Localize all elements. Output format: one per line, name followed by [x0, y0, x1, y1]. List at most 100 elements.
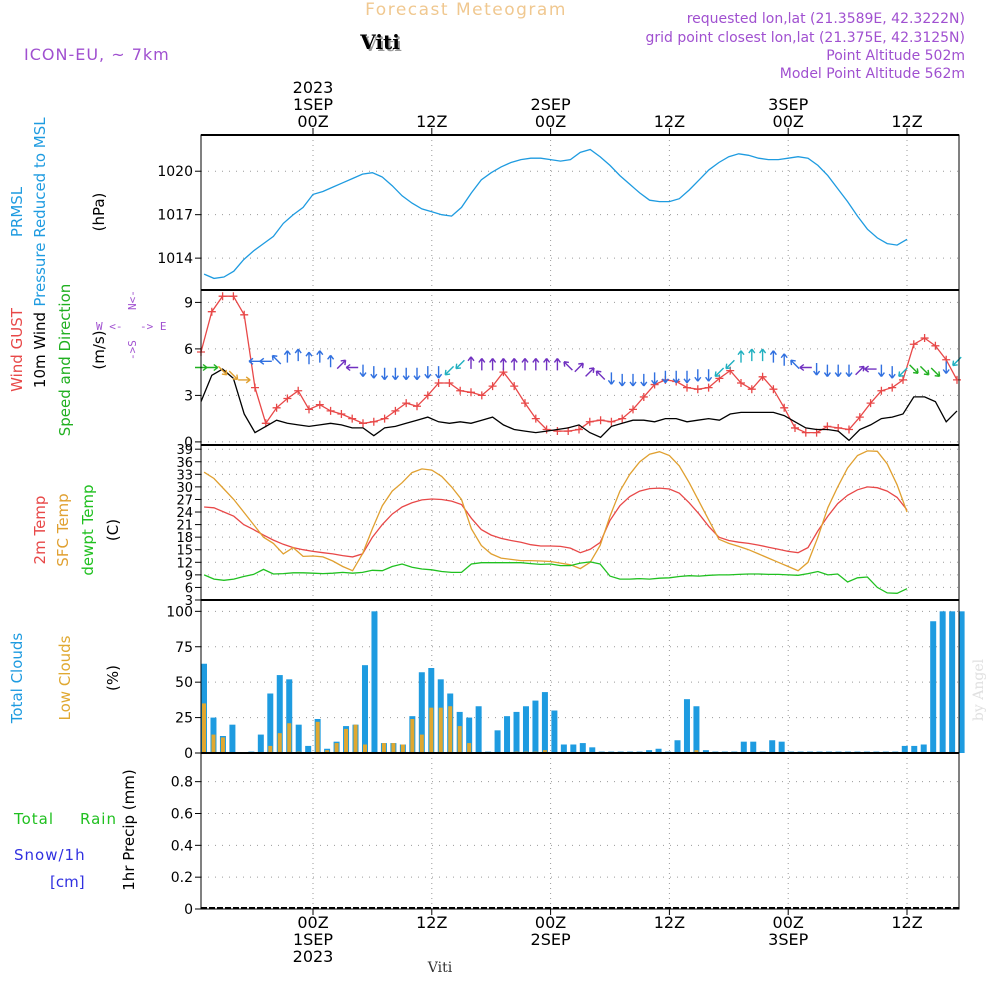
bottom-time-label: 3SEP: [768, 930, 808, 949]
gust-marker: [693, 385, 702, 394]
gust-marker: [791, 423, 799, 432]
gust-marker: [596, 416, 605, 425]
wind-direction-arrow: [877, 364, 885, 378]
wind-direction-arrow: [316, 350, 324, 363]
wind-direction-arrow: [823, 364, 831, 378]
top-time-label: 12Z: [891, 112, 922, 131]
panel-frame: [200, 134, 960, 291]
series-line-pressure: [203, 148, 908, 280]
compass-east: -> E: [140, 320, 167, 333]
gust-marker: [855, 413, 864, 422]
wind-direction-arrow: [919, 365, 930, 376]
bottom-time-label: 12Z: [416, 913, 447, 932]
gust-marker: [866, 399, 875, 408]
bar-total-clouds: [371, 611, 378, 753]
ylabel-0: PRMSL: [8, 186, 26, 237]
bar-total-clouds: [949, 611, 956, 753]
wind-direction-arrow: [661, 370, 669, 384]
ylabel-3: (C): [104, 519, 122, 541]
wind-direction-arrow: [952, 356, 962, 367]
gust-marker: [369, 417, 378, 426]
bar-low-clouds: [325, 750, 330, 753]
bar-total-clouds: [532, 700, 539, 753]
bar-low-clouds: [277, 733, 282, 753]
bar-total-clouds: [778, 741, 785, 753]
wind-direction-arrow: [424, 366, 432, 379]
wind-direction-arrow: [532, 357, 540, 371]
wind-direction-arrow: [845, 364, 853, 378]
wind-direction-arrow: [478, 357, 486, 371]
bar-total-clouds: [930, 621, 937, 753]
gust-marker: [402, 399, 411, 408]
ylabel-cm: [cm]: [50, 873, 85, 891]
ytick-label: 50: [175, 675, 193, 691]
gust-marker: [337, 410, 346, 418]
wind-direction-arrow: [499, 357, 507, 371]
bar-total-clouds: [589, 747, 596, 753]
footer-location: Viti: [427, 960, 453, 976]
wind-direction-arrow: [694, 369, 702, 382]
compass-north: N<-: [126, 290, 139, 310]
gust-marker: [737, 379, 745, 387]
gust-marker: [845, 425, 853, 434]
bar-total-clouds: [939, 611, 946, 753]
ytick-label: 0: [184, 746, 193, 762]
bar-total-clouds: [958, 611, 965, 753]
ylabel-0: Total Clouds: [8, 633, 26, 725]
bar-low-clouds: [391, 743, 396, 753]
top-time-label: 00Z: [297, 112, 328, 131]
bottom-time-label: 2SEP: [531, 930, 571, 949]
bar-low-clouds: [353, 724, 358, 753]
bar-low-clouds: [542, 750, 547, 753]
panel-frame: [200, 752, 960, 910]
bar-low-clouds: [419, 734, 424, 753]
gust-marker: [326, 406, 335, 415]
bar-low-clouds: [448, 706, 453, 753]
top-time-label: 3SEP: [768, 95, 808, 114]
ytick-label: 1020: [157, 164, 193, 180]
wind-direction-arrow: [759, 348, 767, 362]
gust-marker: [747, 385, 756, 394]
wind-direction-arrow: [574, 362, 584, 373]
ytick-label: 18: [176, 531, 193, 546]
wind-direction-arrow: [381, 367, 389, 381]
ylabel-rain: Rain: [80, 810, 117, 828]
gust-marker: [575, 425, 583, 434]
bar-low-clouds: [400, 744, 405, 753]
ytick-label: 0.8: [171, 775, 193, 791]
bar-total-clouds: [693, 706, 700, 753]
gust-marker: [315, 400, 324, 409]
bar-low-clouds: [268, 745, 273, 753]
ytick-label: 3: [184, 388, 193, 404]
ylabel-1: 10m Wind: [31, 312, 49, 388]
ylabel-1: Pressure Reduced to MSL: [31, 117, 49, 307]
panel-wind: 0 3 6 9 Wind GUST 10m Wind Speed and Direction…: [8, 284, 962, 451]
gust-marker: [445, 379, 454, 387]
point-altitude: Point Altitude 502m: [826, 48, 965, 64]
top-time-label: 1SEP: [293, 95, 333, 114]
wind-direction-arrow: [435, 366, 443, 379]
wind-direction-arrow: [898, 367, 908, 378]
ylabel-precip: 1hr Precip (mm): [120, 769, 138, 890]
compass-west: W <-: [96, 320, 123, 333]
bar-total-clouds: [466, 717, 473, 753]
bar-total-clouds: [579, 743, 586, 753]
gust-marker: [283, 394, 292, 403]
gust-marker: [240, 310, 249, 319]
bar-total-clouds: [504, 716, 511, 753]
wind-direction-arrow: [336, 359, 347, 370]
ytick-label: 1017: [157, 208, 193, 224]
ylabel-snow: Snow/1h: [14, 846, 86, 864]
wind-direction-arrow: [640, 373, 648, 387]
bottom-time-label: 00Z: [773, 913, 804, 932]
gust-marker: [531, 414, 540, 423]
ytick-label: 36: [176, 456, 193, 471]
ytick-label: 0: [184, 902, 193, 918]
wind-direction-arrow: [672, 370, 680, 384]
top-time-label: 2023: [293, 78, 334, 97]
bar-low-clouds: [211, 734, 216, 753]
bar-low-clouds: [220, 737, 225, 753]
bar-total-clouds: [522, 706, 529, 753]
wind-direction-arrow: [455, 359, 465, 370]
